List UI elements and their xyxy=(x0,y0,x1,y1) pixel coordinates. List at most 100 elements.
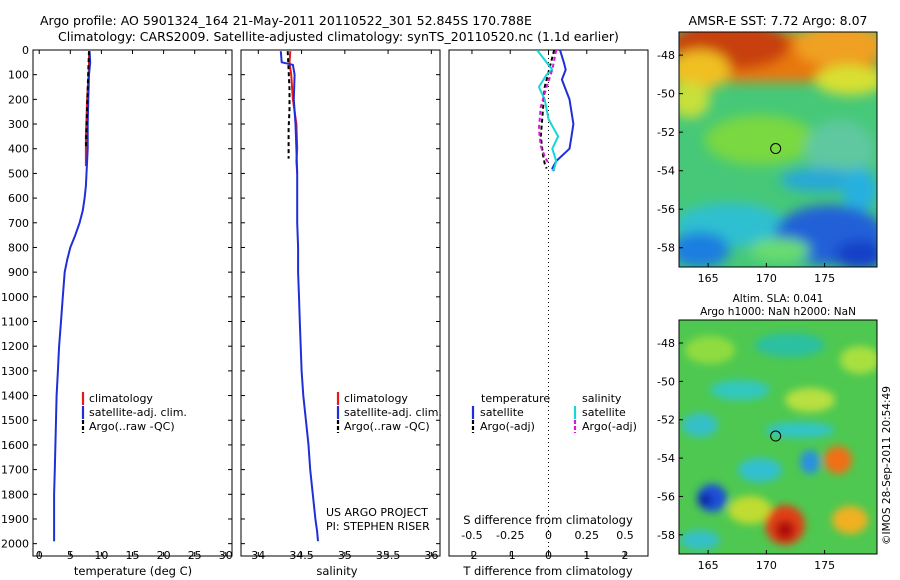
depth-tick-label: 1400 xyxy=(1,390,29,403)
project-label: US ARGO PROJECT xyxy=(326,506,428,519)
depth-tick-label: 500 xyxy=(8,167,29,180)
legend-header-temperature: temperature xyxy=(481,392,550,405)
sla-lon-ticks: 165 170 175 xyxy=(698,550,835,572)
legend-s-argo: Argo(-adj) xyxy=(582,420,637,433)
x-tick-label: 35 xyxy=(338,549,352,562)
x-tick-label: -1 xyxy=(505,549,516,562)
pi-label: PI: STEPHEN RISER xyxy=(326,520,430,533)
depth-tick-label: 400 xyxy=(8,143,29,156)
s-diff-xlabel: S difference from climatology xyxy=(463,513,633,527)
s-diff-tick-label: 0 xyxy=(545,529,552,542)
lat-tick-label: -54 xyxy=(657,452,675,465)
difference-legend: temperature salinity satellite Argo(-adj… xyxy=(471,392,637,433)
depth-tick-label: 1500 xyxy=(1,414,29,427)
series-line-temperature-satellite xyxy=(551,50,575,172)
s-diff-tick-label: 0.25 xyxy=(575,529,600,542)
depth-tick-label: 1000 xyxy=(1,291,29,304)
s-diff-tick-label: -0.25 xyxy=(496,529,524,542)
lat-tick-label: -48 xyxy=(657,337,675,350)
lon-tick-label: 170 xyxy=(756,272,777,285)
legend-satellite-adj: satellite-adj. clim. xyxy=(89,406,187,419)
legend-t-argo: Argo(-adj) xyxy=(480,420,535,433)
x-tick-label: 25 xyxy=(188,549,202,562)
depth-tick-label: 1200 xyxy=(1,340,29,353)
x-tick-label: 0 xyxy=(36,549,43,562)
temperature-x-ticks: 0 5 10 15 20 25 30 xyxy=(36,50,233,562)
salinity-lines xyxy=(279,51,319,542)
x-tick-label: 34.5 xyxy=(289,549,314,562)
lon-tick-label: 175 xyxy=(814,559,835,572)
difference-lines xyxy=(536,50,575,172)
x-tick-label: 10 xyxy=(94,549,108,562)
x-tick-label: 5 xyxy=(67,549,74,562)
lat-tick-label: -52 xyxy=(657,126,675,139)
lat-tick-label: -56 xyxy=(657,490,675,503)
lat-tick-label: -50 xyxy=(657,88,675,101)
temperature-legend: climatology satellite-adj. clim. Argo(..… xyxy=(81,392,187,433)
series-line-salinity-satellite xyxy=(536,50,560,172)
legend-header-salinity: salinity xyxy=(582,392,622,405)
sst-map-title: AMSR-E SST: 7.72 Argo: 8.07 xyxy=(688,13,867,28)
series-line-temperature-argo-adj- xyxy=(539,50,556,169)
legend-t-satellite: satellite xyxy=(480,406,524,419)
depth-tick-label: 800 xyxy=(8,241,29,254)
depth-tick-label: 1600 xyxy=(1,439,29,452)
sla-lat-ticks: -48 -50 -52 -54 -56 -58 xyxy=(657,337,683,542)
x-tick-label: 35.5 xyxy=(376,549,401,562)
lat-tick-label: -52 xyxy=(657,414,675,427)
depth-tick-label: 1900 xyxy=(1,513,29,526)
sla-map-frame xyxy=(678,319,878,555)
salinity-axes xyxy=(240,49,441,557)
x-tick-label: 0 xyxy=(545,549,552,562)
lat-tick-label: -58 xyxy=(657,529,675,542)
legend-s-satellite: satellite xyxy=(582,406,626,419)
sla-map-title-1: Altim. SLA: 0.041 xyxy=(733,293,824,305)
depth-tick-label: 100 xyxy=(8,69,29,82)
legend-climatology: climatology xyxy=(344,392,408,405)
legend-argo: Argo(..raw -QC) xyxy=(344,420,430,433)
series-line-satellite-adj-clim- xyxy=(53,51,92,542)
x-tick-label: 30 xyxy=(219,549,233,562)
depth-tick-label: 700 xyxy=(8,217,29,230)
depth-tick-label: 2000 xyxy=(1,538,29,551)
x-tick-label: -2 xyxy=(466,549,477,562)
series-line-salinity-argo-adj- xyxy=(537,50,558,164)
depth-tick-label: 200 xyxy=(8,93,29,106)
difference-panel: -2 -1 0 1 2 -0.5 -0.25 0 0.25 0.5 T difference fr… xyxy=(448,49,649,578)
series-line-argo-raw-qc- xyxy=(286,51,291,159)
sst-lat-ticks: -48 -50 -52 -54 -56 -58 xyxy=(657,49,683,255)
title-line-2: Climatology: CARS2009. Satellite-adjuste… xyxy=(58,29,619,44)
lon-tick-label: 170 xyxy=(756,559,777,572)
legend-climatology: climatology xyxy=(89,392,153,405)
depth-tick-label: 1800 xyxy=(1,488,29,501)
x-tick-label: 2 xyxy=(622,549,629,562)
argo-position-marker xyxy=(770,143,782,155)
salinity-panel: 34 34.5 35 35.5 36 salinity climatology sate… xyxy=(240,49,442,578)
difference-x-ticks: -2 -1 0 1 2 -0.5 -0.25 0 0.25 0.5 xyxy=(461,50,634,562)
depth-tick-label: 1100 xyxy=(1,316,29,329)
sst-map-frame xyxy=(678,31,878,268)
lat-tick-label: -54 xyxy=(657,165,675,178)
credit-label: ©IMOS 28-Sep-2011 20:54:49 xyxy=(881,386,893,545)
x-tick-label: 20 xyxy=(157,549,171,562)
sst-field xyxy=(679,32,877,267)
sla-map-title-2: Argo h1000: NaN h2000: NaN xyxy=(700,306,856,318)
legend-argo: Argo(..raw -QC) xyxy=(89,420,175,433)
s-diff-tick-label: -0.5 xyxy=(461,529,482,542)
x-tick-label: 34 xyxy=(251,549,265,562)
depth-tick-label: 1700 xyxy=(1,464,29,477)
sla-field xyxy=(679,320,877,554)
t-diff-xlabel: T difference from climatology xyxy=(462,564,633,578)
series-line-satellite-adj-clim- xyxy=(279,51,319,542)
depth-tick-label: 300 xyxy=(8,118,29,131)
depth-tick-label: 900 xyxy=(8,266,29,279)
salinity-legend: climatology satellite-adj. clim. Argo(..… xyxy=(336,392,442,433)
depth-tick-label: 1300 xyxy=(1,365,29,378)
salinity-depth-ticks xyxy=(241,49,440,545)
salinity-xlabel: salinity xyxy=(316,564,357,578)
lon-tick-label: 175 xyxy=(814,272,835,285)
sst-lon-ticks: 165 170 175 xyxy=(698,263,835,285)
sla-map-panel: Altim. SLA: 0.041 Argo h1000: NaN h2000:… xyxy=(657,293,878,572)
salinity-x-ticks: 34 34.5 35 35.5 36 xyxy=(251,50,438,562)
lat-tick-label: -50 xyxy=(657,375,675,388)
